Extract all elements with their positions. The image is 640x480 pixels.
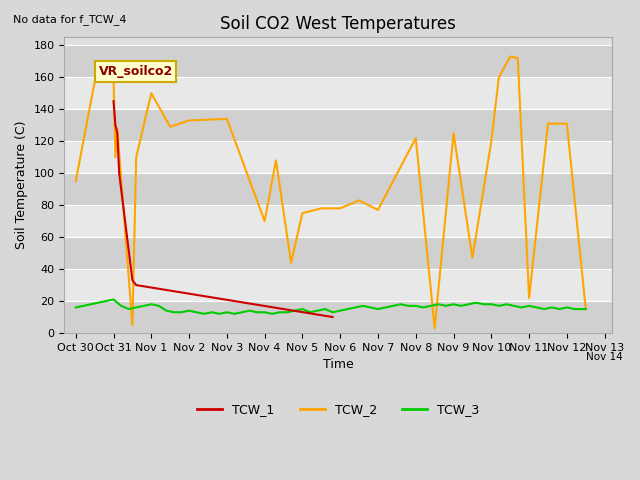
Bar [65, 141, 612, 173]
Bar [65, 269, 612, 301]
Y-axis label: Soil Temperature (C): Soil Temperature (C) [15, 121, 28, 250]
Text: No data for f_TCW_4: No data for f_TCW_4 [13, 13, 126, 24]
Title: Soil CO2 West Temperatures: Soil CO2 West Temperatures [220, 15, 456, 33]
Text: Nov 14: Nov 14 [586, 352, 623, 362]
Bar [65, 173, 612, 205]
Text: VR_soilco2: VR_soilco2 [99, 65, 173, 78]
Bar [65, 45, 612, 77]
Bar [65, 205, 612, 237]
Bar [65, 237, 612, 269]
Legend: TCW_1, TCW_2, TCW_3: TCW_1, TCW_2, TCW_3 [193, 398, 484, 421]
Bar [65, 77, 612, 109]
Bar [65, 301, 612, 333]
Bar [65, 109, 612, 141]
X-axis label: Time: Time [323, 358, 354, 372]
